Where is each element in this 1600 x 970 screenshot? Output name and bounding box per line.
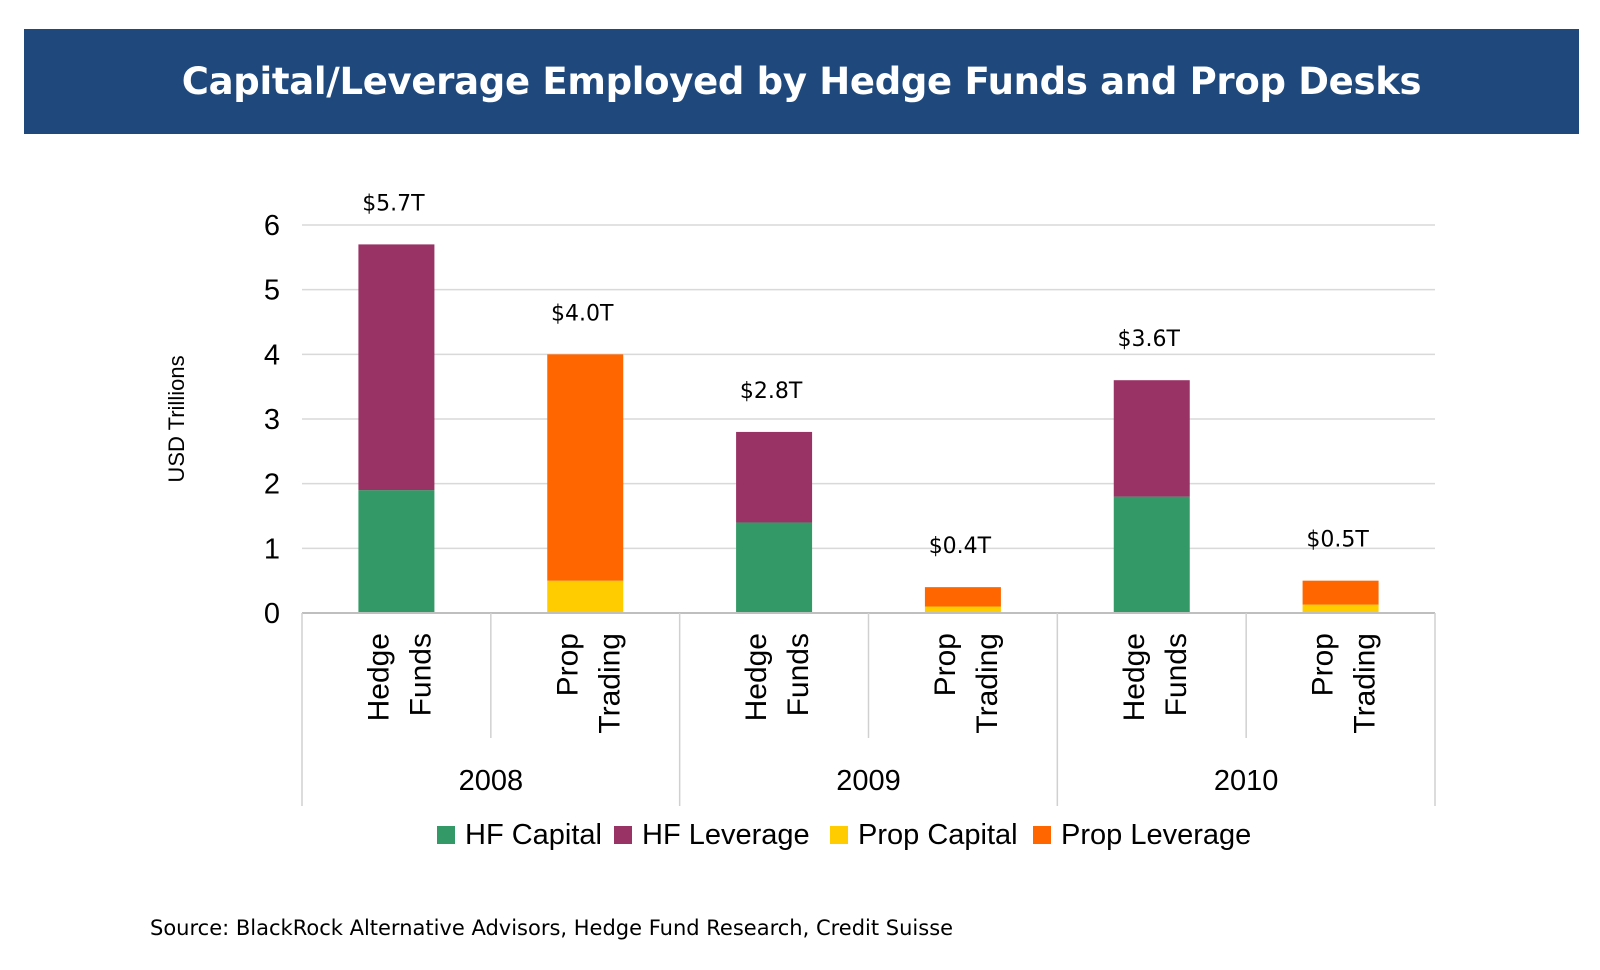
bar-segment xyxy=(924,587,1001,607)
bar-segment xyxy=(924,606,1001,613)
y-tick-label: 6 xyxy=(264,210,280,242)
legend: HF Capital HF Leverage Prop Capital Prop Le… xyxy=(437,819,1251,851)
bar-segment xyxy=(1302,604,1379,613)
gridlines xyxy=(302,224,1435,550)
legend-swatch xyxy=(1033,826,1051,844)
bar-total-label: $0.4T xyxy=(929,534,992,559)
bar-total-label: $3.6T xyxy=(1118,327,1181,352)
x-group-label: 2008 xyxy=(459,765,524,797)
bar-segment xyxy=(736,522,813,613)
bar-segment xyxy=(736,431,813,523)
bar-total-label: $0.5T xyxy=(1306,528,1369,553)
title-banner: Capital/Leverage Employed by Hedge Funds… xyxy=(24,29,1579,134)
y-tick-label: 0 xyxy=(264,598,280,630)
x-category-label: Prop xyxy=(1307,633,1340,696)
y-tick-label: 1 xyxy=(264,533,280,565)
x-category-label: Trading xyxy=(1349,633,1382,734)
x-group-label: 2010 xyxy=(1214,765,1279,797)
bar-total-label: $2.8T xyxy=(740,379,803,404)
legend-swatch xyxy=(437,826,455,844)
y-tick-label: 3 xyxy=(264,404,280,436)
legend-swatch xyxy=(614,826,632,844)
bar-segment xyxy=(358,244,435,491)
legend-label: Prop Leverage xyxy=(1061,819,1251,851)
bar-total-label: $4.0T xyxy=(551,301,614,326)
source-note: Source: BlackRock Alternative Advisors, … xyxy=(150,916,954,940)
legend-label: Prop Capital xyxy=(858,819,1018,851)
stacked-bar-chart: 0 1 2 3 4 5 6 USD Trillions $5.7T Hedge Funds $4.0T… xyxy=(164,191,1436,851)
bar-segment xyxy=(1302,580,1379,605)
x-category-label: Hedge xyxy=(740,633,773,721)
bar-total-label: $5.7T xyxy=(362,191,425,216)
x-category-label: Prop xyxy=(551,633,584,696)
legend-swatch xyxy=(830,826,848,844)
y-tick-label: 4 xyxy=(264,339,280,371)
labels: 0 1 2 3 4 5 6 USD Trillions $5.7T Hedge Funds $4.0T… xyxy=(164,191,1382,797)
x-category-label: Funds xyxy=(782,633,815,716)
bar-segment xyxy=(1113,380,1190,497)
chart-title: Capital/Leverage Employed by Hedge Funds… xyxy=(181,60,1422,103)
bars xyxy=(358,244,1379,613)
bar-segment xyxy=(1113,496,1190,613)
x-category-label: Funds xyxy=(404,633,437,716)
x-category-label: Trading xyxy=(971,633,1004,734)
x-category-label: Trading xyxy=(593,633,626,734)
bar-segment xyxy=(547,580,624,613)
x-group-label: 2009 xyxy=(836,765,901,797)
x-category-label: Hedge xyxy=(362,633,395,721)
x-category-label: Hedge xyxy=(1118,633,1151,721)
y-tick-label: 2 xyxy=(264,469,280,501)
axes xyxy=(301,612,1436,806)
bar-segment xyxy=(547,354,624,581)
y-axis-title: USD Trillions xyxy=(164,355,189,482)
legend-label: HF Capital xyxy=(465,819,602,851)
y-tick-label: 5 xyxy=(264,275,280,307)
x-category-label: Prop xyxy=(929,633,962,696)
bar-segment xyxy=(358,490,435,613)
legend-label: HF Leverage xyxy=(642,819,810,851)
x-category-label: Funds xyxy=(1160,633,1193,716)
